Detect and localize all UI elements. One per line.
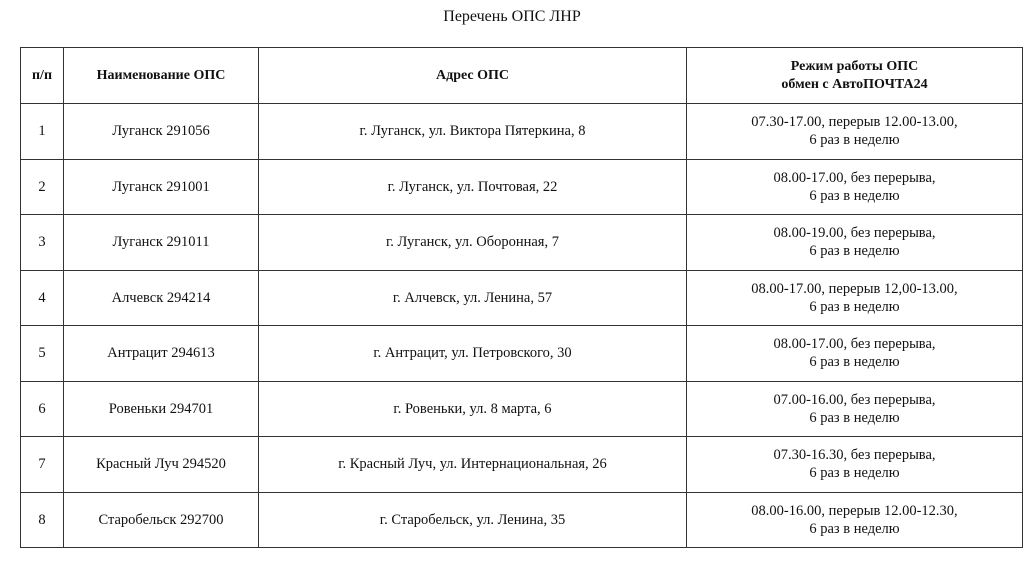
schedule-frequency: 6 раз в неделю bbox=[809, 354, 900, 371]
table-row: 4 Алчевск 294214 г. Алчевск, ул. Ленина, 5… bbox=[20, 269, 1023, 326]
table-row: 2 Луганск 291001 г. Луганск, ул. Почтовая,… bbox=[20, 158, 1023, 215]
table-header-row: п/п Наименование ОПС Адрес ОПС Режим раб… bbox=[20, 47, 1023, 104]
schedule-frequency: 6 раз в неделю bbox=[809, 243, 900, 260]
cell-name: Луганск 291011 bbox=[63, 214, 259, 271]
schedule-hours: 08.00-16.00, перерыв 12.00-12.30, bbox=[751, 502, 958, 519]
cell-address: г. Луганск, ул. Виктора Пятеркина, 8 bbox=[258, 103, 687, 160]
cell-address: г. Луганск, ул. Оборонная, 7 bbox=[258, 214, 687, 271]
cell-schedule: 08.00-16.00, перерыв 12.00-12.30, 6 раз в… bbox=[686, 491, 1023, 548]
cell-name: Старобельск 292700 bbox=[63, 491, 259, 548]
schedule-frequency: 6 раз в неделю bbox=[809, 187, 900, 204]
schedule-frequency: 6 раз в неделю bbox=[809, 520, 900, 537]
cell-name: Красный Луч 294520 bbox=[63, 436, 259, 493]
cell-address: г. Антрацит, ул. Петровского, 30 bbox=[258, 325, 687, 382]
header-schedule-line2: обмен с АвтоПОЧТА24 bbox=[781, 76, 928, 92]
schedule-hours: 07.30-16.30, без перерыва, bbox=[773, 447, 936, 464]
cell-schedule: 07.00-16.00, без перерыва, 6 раз в неделю bbox=[686, 380, 1023, 437]
table-row: 6 Ровеньки 294701 г. Ровеньки, ул. 8 марта… bbox=[20, 380, 1023, 437]
schedule-frequency: 6 раз в неделю bbox=[809, 409, 900, 426]
header-schedule: Режим работы ОПС обмен с АвтоПОЧТА24 bbox=[686, 47, 1023, 104]
table-row: 1 Луганск 291056 г. Луганск, ул. Виктора П… bbox=[20, 103, 1023, 160]
cell-num: 3 bbox=[20, 214, 64, 271]
cell-name: Луганск 291001 bbox=[63, 158, 259, 215]
cell-num: 1 bbox=[20, 103, 64, 160]
cell-name: Луганск 291056 bbox=[63, 103, 259, 160]
cell-address: г. Ровеньки, ул. 8 марта, 6 bbox=[258, 380, 687, 437]
cell-schedule: 08.00-17.00, без перерыва, 6 раз в неделю bbox=[686, 325, 1023, 382]
cell-address: г. Старобельск, ул. Ленина, 35 bbox=[258, 491, 687, 548]
schedule-hours: 08.00-17.00, без перерыва, bbox=[773, 169, 936, 186]
ops-table: п/п Наименование ОПС Адрес ОПС Режим раб… bbox=[20, 47, 1023, 548]
cell-name: Антрацит 294613 bbox=[63, 325, 259, 382]
schedule-hours: 07.00-16.00, без перерыва, bbox=[773, 391, 936, 408]
cell-address: г. Красный Луч, ул. Интернациональная, 2… bbox=[258, 436, 687, 493]
table-row: 8 Старобельск 292700 г. Старобельск, ул. Л… bbox=[20, 491, 1023, 548]
cell-address: г. Луганск, ул. Почтовая, 22 bbox=[258, 158, 687, 215]
cell-name: Алчевск 294214 bbox=[63, 269, 259, 326]
cell-schedule: 08.00-17.00, без перерыва, 6 раз в неделю bbox=[686, 158, 1023, 215]
cell-schedule: 08.00-17.00, перерыв 12,00-13.00, 6 раз в… bbox=[686, 269, 1023, 326]
table-row: 3 Луганск 291011 г. Луганск, ул. Оборонная… bbox=[20, 214, 1023, 271]
header-num: п/п bbox=[20, 47, 64, 104]
header-schedule-line1: Режим работы ОПС bbox=[790, 58, 919, 74]
cell-num: 4 bbox=[20, 269, 64, 326]
cell-address: г. Алчевск, ул. Ленина, 57 bbox=[258, 269, 687, 326]
cell-name: Ровеньки 294701 bbox=[63, 380, 259, 437]
cell-num: 7 bbox=[20, 436, 64, 493]
cell-schedule: 07.30-16.30, без перерыва, 6 раз в неделю bbox=[686, 436, 1023, 493]
schedule-hours: 08.00-19.00, без перерыва, bbox=[773, 225, 936, 242]
table-row: 5 Антрацит 294613 г. Антрацит, ул. Петровс… bbox=[20, 325, 1023, 382]
cell-num: 8 bbox=[20, 491, 64, 548]
schedule-frequency: 6 раз в неделю bbox=[809, 465, 900, 482]
header-name: Наименование ОПС bbox=[63, 47, 259, 104]
table-row: 7 Красный Луч 294520 г. Красный Луч, ул. И… bbox=[20, 436, 1023, 493]
document-title: Перечень ОПС ЛНР bbox=[443, 8, 581, 25]
cell-num: 6 bbox=[20, 380, 64, 437]
header-address: Адрес ОПС bbox=[258, 47, 687, 104]
cell-num: 2 bbox=[20, 158, 64, 215]
schedule-hours: 07.30-17.00, перерыв 12.00-13.00, bbox=[751, 114, 958, 131]
cell-schedule: 07.30-17.00, перерыв 12.00-13.00, 6 раз в… bbox=[686, 103, 1023, 160]
cell-num: 5 bbox=[20, 325, 64, 382]
schedule-hours: 08.00-17.00, перерыв 12,00-13.00, bbox=[751, 280, 958, 297]
schedule-frequency: 6 раз в неделю bbox=[809, 298, 900, 315]
schedule-hours: 08.00-17.00, без перерыва, bbox=[773, 336, 936, 353]
cell-schedule: 08.00-19.00, без перерыва, 6 раз в неделю bbox=[686, 214, 1023, 271]
schedule-frequency: 6 раз в неделю bbox=[809, 132, 900, 149]
